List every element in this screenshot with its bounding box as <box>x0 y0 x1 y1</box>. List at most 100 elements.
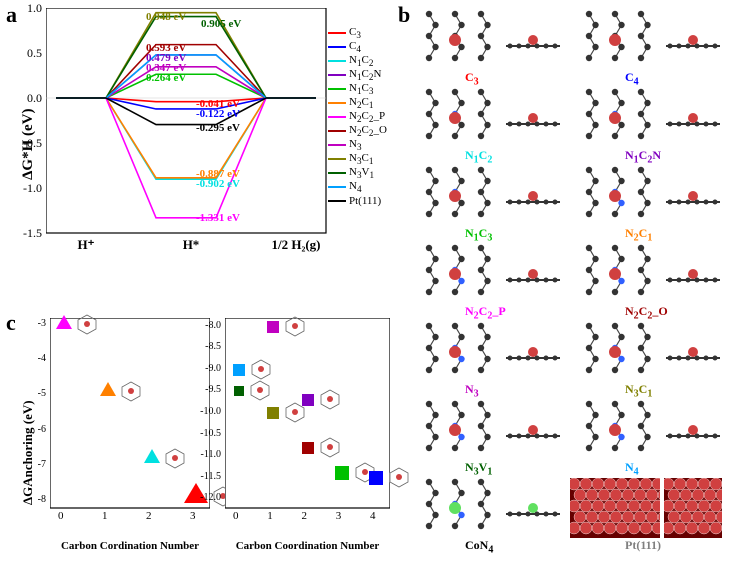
ytick: -12.0 <box>191 492 221 503</box>
lattice-side-icon <box>504 500 562 518</box>
legend-label: N3 <box>349 138 362 152</box>
lattice-top-icon <box>570 10 660 70</box>
structure-cell-N3: N3 <box>410 322 570 400</box>
ytick: -3 <box>16 318 46 329</box>
lattice-side-icon <box>504 32 562 50</box>
inset-lattice-icon <box>386 466 412 493</box>
legend-label: Pt(111) <box>349 195 381 207</box>
panel-c-ylabel: ΔGAnchoring (eV) <box>20 400 36 505</box>
scatter-point <box>302 394 314 406</box>
legend-swatch <box>328 32 346 34</box>
scatter-point <box>56 315 72 329</box>
ytick: 0.0 <box>16 91 42 106</box>
lattice-top-icon <box>410 244 500 304</box>
xtick: 0 <box>58 510 64 522</box>
lattice-side-icon <box>664 32 722 50</box>
structure-cell-N1C2N: N1C2N <box>570 88 730 166</box>
panel-c-right-chart: -12.0-11.5-11.0-10.5-10.0-9.5-9.0-8.5-8.… <box>225 318 390 528</box>
ev-label: 0.948 eV <box>146 11 186 23</box>
ev-label: -0.122 eV <box>196 108 240 120</box>
xtick: 4 <box>370 510 376 522</box>
lattice-side-icon <box>664 344 722 362</box>
ytick: -11.5 <box>191 471 221 482</box>
ytick: -10.0 <box>191 406 221 417</box>
structure-cell-N3C1: N3C1 <box>570 322 730 400</box>
legend-swatch <box>328 186 346 188</box>
panel-c-label: c <box>6 310 16 336</box>
inset-lattice-icon <box>317 436 343 463</box>
structure-label: N1C2 <box>465 148 492 165</box>
scatter-point <box>234 386 244 396</box>
legend-label: N2C2_O <box>349 124 387 138</box>
xtick: 1/2 H₂(g) <box>266 237 326 253</box>
structure-cell-N1C2: N1C2 <box>410 88 570 166</box>
inset-lattice-icon <box>74 313 100 340</box>
lattice-top-icon <box>410 166 500 226</box>
xtick: 0 <box>233 510 239 522</box>
lattice-top-icon <box>570 322 660 382</box>
xtick: 1 <box>102 510 108 522</box>
structure-label: N3V1 <box>465 460 492 477</box>
inset-lattice-icon <box>317 388 343 415</box>
ytick: -9.0 <box>191 363 221 374</box>
legend-label: N1C2N <box>349 68 381 82</box>
ytick: -6 <box>16 424 46 435</box>
structure-label: N1C2N <box>625 148 661 165</box>
legend-label: N2C1 <box>349 96 373 110</box>
legend-item: N2C1 <box>328 96 387 110</box>
structure-label: N4 <box>625 460 639 477</box>
structure-label: Pt(111) <box>625 538 661 553</box>
lattice-side-icon <box>504 188 562 206</box>
legend-item: N3V1 <box>328 166 387 180</box>
legend-item: C3 <box>328 26 387 40</box>
legend-item: N1C2 <box>328 54 387 68</box>
legend-item: Pt(111) <box>328 194 387 208</box>
legend-swatch <box>328 102 346 104</box>
legend-swatch <box>328 130 346 132</box>
xtick: H⁺ <box>56 237 116 253</box>
xtick: 3 <box>336 510 342 522</box>
xtick: 2 <box>302 510 308 522</box>
scatter-point <box>335 466 349 480</box>
legend-label: N1C2 <box>349 54 373 68</box>
lattice-top-icon <box>410 322 500 382</box>
structure-cell-Pt(111): Pt(111) <box>570 478 730 556</box>
panel-a-legend: C3C4N1C2N1C2NN1C3N2C1N2C2_PN2C2_ON3N3C1N… <box>328 26 387 208</box>
structure-cell-C4: C4 <box>570 10 730 88</box>
xtick: H* <box>161 237 221 253</box>
lattice-side-icon <box>504 422 562 440</box>
ytick: -7 <box>16 459 46 470</box>
legend-swatch <box>328 116 346 118</box>
panel-a-ev-labels: 0.948 eV0.905 eV0.593 eV0.479 eV0.347 eV… <box>46 8 326 233</box>
lattice-side-icon <box>664 266 722 284</box>
scatter-point <box>267 407 279 419</box>
scatter-point <box>100 382 116 396</box>
structure-label: N2C2_O <box>625 304 668 321</box>
structure-label: N1C3 <box>465 226 492 243</box>
legend-label: N3V1 <box>349 166 374 180</box>
legend-swatch <box>328 200 346 202</box>
legend-swatch <box>328 60 346 62</box>
lattice-side-icon <box>664 110 722 128</box>
ytick: -9.5 <box>191 384 221 395</box>
ytick: -8 <box>16 494 46 505</box>
panel-a-chart: 0.948 eV0.905 eV0.593 eV0.479 eV0.347 eV… <box>46 8 386 266</box>
legend-item: N3C1 <box>328 152 387 166</box>
pt-surface-icon <box>570 478 660 538</box>
panel-c-right-points <box>225 318 390 508</box>
ev-label: -0.295 eV <box>196 122 240 134</box>
lattice-side-icon <box>664 188 722 206</box>
legend-item: N2C2_P <box>328 110 387 124</box>
xtick: 2 <box>146 510 152 522</box>
lattice-side-icon <box>504 344 562 362</box>
lattice-top-icon <box>570 88 660 148</box>
legend-swatch <box>328 144 346 146</box>
legend-label: N2C2_P <box>349 110 385 124</box>
legend-label: C4 <box>349 40 361 54</box>
inset-lattice-icon <box>162 447 188 474</box>
ytick: -5 <box>16 388 46 399</box>
structure-cell-N2C2_O: N2C2_O <box>570 244 730 322</box>
legend-item: N2C2_O <box>328 124 387 138</box>
ytick: 1.0 <box>16 1 42 16</box>
structure-cell-N3V1: N3V1 <box>410 400 570 478</box>
